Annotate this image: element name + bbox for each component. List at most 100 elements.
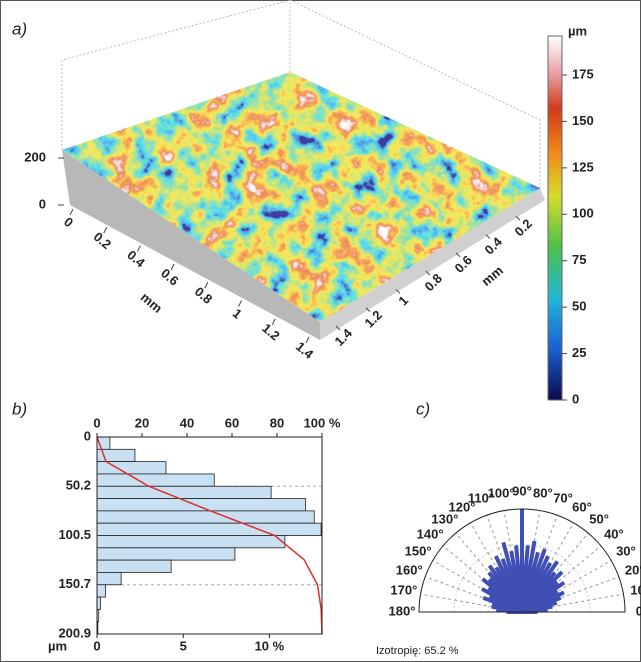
x-tick [271,318,276,325]
y-tick-label: 0 [84,428,91,443]
spoke [432,560,523,613]
spoke [521,510,541,613]
x-tick [204,281,209,289]
cumulative-curve [96,436,323,635]
x-tick [305,336,310,344]
angle-label: 150° [405,543,432,558]
bar [96,461,167,475]
bar [96,572,122,586]
x-tick [170,263,175,271]
bar [96,596,101,610]
spoke [521,593,624,613]
x-tick [136,245,141,252]
x-tick-label: 5 [180,638,187,653]
angle-label: 180° [389,603,416,618]
colorbar-tick-label: 50 [572,299,586,314]
bar [96,584,107,598]
bar [96,522,322,536]
x2-tick-label: 80 [270,415,284,430]
y-tick [425,270,431,276]
x-tick [103,227,108,234]
panel-label: a) [12,19,27,38]
spoke [425,576,523,613]
angle-label: 50° [589,512,609,527]
spoke [486,515,523,613]
angle-label: 10° [630,583,641,598]
spoke [442,545,523,613]
bar [96,547,236,561]
spoke [521,576,619,613]
colorbar-tick-label: 150 [572,113,594,128]
bar [96,485,272,499]
spoke [521,545,602,613]
colorbar [547,35,563,401]
y-tick [365,307,371,313]
spoke [470,522,523,613]
polar-frame [418,508,626,613]
angle-label: 20° [625,562,641,577]
colorbar-tick-label: 100 [572,206,594,221]
x-tick-label: 0 [93,638,100,653]
x-tick [69,208,74,216]
angle-label: 30° [616,543,636,558]
plot-frame [96,436,323,635]
colorbar-tick-label: 0 [572,391,579,406]
spoke [521,515,558,613]
angle-label: 40° [604,526,624,541]
y-tick [395,289,401,294]
bar [96,498,307,512]
colorbar-tick-label: 75 [572,252,586,267]
spoke [455,532,523,613]
panel-label: c) [416,399,430,418]
angle-label: 80° [533,485,553,500]
annotation: Izotropię: 65.2 % [376,645,459,657]
y-tick [335,325,341,331]
bar [96,559,172,573]
y-tick-label: 200.9 [58,625,91,640]
colorbar-unit: µm [568,23,587,38]
y-axis-unit: µm [48,638,67,653]
angle-label: 70° [553,491,573,506]
y-tick [455,252,461,258]
colorbar-tick-label: 175 [572,66,594,81]
side-face [62,150,320,340]
ring [453,543,591,613]
colorbar-tick-label: 125 [572,159,594,174]
panel-label: b) [12,399,27,418]
angle-label: 130° [431,512,458,527]
x2-tick-label: 0 [93,415,100,430]
spoke [420,593,523,613]
x2-tick-label: 100 % [304,415,341,430]
spoke [521,522,574,613]
spoke [521,560,612,613]
z-tick-label: 200 [24,149,46,164]
angle-label: 160° [396,562,423,577]
x2-tick-label: 60 [225,415,239,430]
panel-c: c)0°10°20°30°40°50°60°70°80°90°100°110°1… [376,399,641,656]
angle-label: 120° [449,500,476,515]
side-face [320,188,545,340]
x-tick [238,300,243,307]
angle-label: 170° [390,583,417,598]
y-tick [515,215,521,221]
y-tick-label: 100.5 [58,527,91,542]
box-edge [289,0,541,188]
box-edge [61,0,291,150]
bar [96,473,215,487]
spoke [503,510,523,613]
spoke [521,532,589,613]
angle-label: 90° [512,483,532,498]
y-tick [485,234,491,239]
angle-label: 0° [636,603,641,618]
z-tick-label: 0 [39,196,46,211]
angle-label: 110° [468,491,494,506]
y-tick-label: 150.7 [58,576,91,591]
x2-tick-label: 20 [135,415,149,430]
angle-label: 140° [417,526,444,541]
bar [96,535,286,549]
angle-label: 60° [572,500,592,515]
bar [96,510,315,524]
y-tick-label: 50.2 [66,478,91,493]
